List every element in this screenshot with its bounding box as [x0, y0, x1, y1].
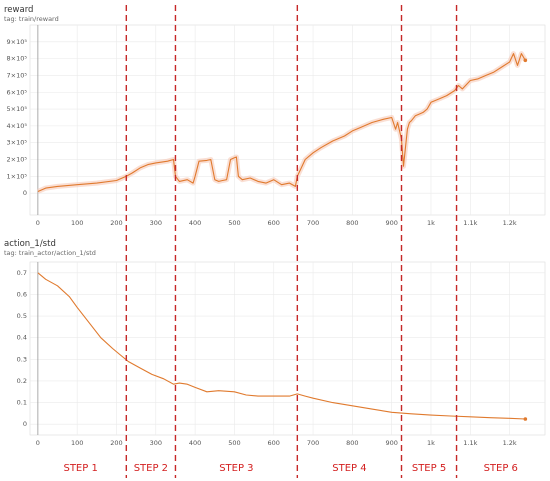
std-chart-title: action_1/std [4, 239, 56, 249]
reward-xtick-label: 800 [346, 219, 358, 227]
reward-ytick-label: 9×10⁵ [7, 38, 28, 46]
reward-xtick-label: 500 [228, 219, 240, 227]
std-xtick-label: 200 [110, 439, 122, 447]
reward-xtick-label: 200 [110, 219, 122, 227]
std-xtick-label: 0 [36, 439, 40, 447]
std-plot: 0 0.1 0.2 0.3 0.4 0.5 0.6 0.7 0 100 200 300 400 500 60… [17, 261, 546, 447]
std-ytick-label: 0.6 [17, 290, 27, 298]
std-xtick-label: 1k [427, 439, 435, 447]
std-xtick-label: 900 [385, 439, 397, 447]
step-label: STEP 1 [63, 463, 97, 474]
reward-ytick-label: 1×10⁵ [7, 172, 28, 180]
std-xtick-label: 500 [228, 439, 240, 447]
std-ytick-label: 0.5 [17, 312, 27, 320]
reward-ytick-label: 3×10⁵ [7, 139, 28, 147]
std-chart-tag: tag: train_actor/action_1/std [4, 249, 96, 257]
std-ytick-label: 0.2 [17, 377, 27, 385]
reward-chart-title: reward [4, 5, 33, 15]
reward-ytick-label: 2×10⁵ [7, 156, 28, 164]
reward-xtick-label: 1.1k [463, 219, 477, 227]
std-ytick-label: 0.7 [17, 269, 27, 277]
reward-chart-tag: tag: train/reward [4, 15, 59, 23]
std-xtick-label: 100 [71, 439, 83, 447]
reward-series-line [37, 53, 526, 193]
reward-ytick-label: 6×10⁵ [7, 88, 28, 96]
reward-series-band [36, 51, 528, 194]
std-ytick-label: 0 [23, 420, 27, 428]
std-series-line [37, 272, 526, 420]
std-xtick-label: 700 [307, 439, 319, 447]
std-xtick-label: 600 [268, 439, 280, 447]
step-label: STEP 4 [332, 463, 366, 474]
step-label: STEP 3 [219, 463, 253, 474]
std-ytick-label: 0.3 [17, 355, 27, 363]
reward-xtick-label: 600 [268, 219, 280, 227]
reward-ytick-label: 0 [23, 189, 27, 197]
reward-xtick-label: 300 [150, 219, 162, 227]
std-xtick-label: 400 [189, 439, 201, 447]
step-label: STEP 5 [412, 463, 446, 474]
std-xtick-label: 1.1k [463, 439, 477, 447]
reward-xtick-label: 1k [427, 219, 435, 227]
reward-xtick-label: 1.2k [503, 219, 517, 227]
reward-xtick-label: 400 [189, 219, 201, 227]
reward-xtick-label: 900 [385, 219, 397, 227]
reward-ytick-label: 4×10⁵ [7, 122, 28, 130]
reward-ytick-label: 7×10⁵ [7, 71, 28, 79]
std-xtick-label: 300 [150, 439, 162, 447]
reward-xtick-label: 0 [36, 219, 40, 227]
reward-series-endpoint [523, 58, 528, 63]
std-xtick-label: 800 [346, 439, 358, 447]
std-ytick-label: 0.1 [17, 399, 27, 407]
std-xtick-label: 1.2k [503, 439, 517, 447]
reward-xtick-label: 700 [307, 219, 319, 227]
reward-plot: 0 1×10⁵ 2×10⁵ 3×10⁵ 4×10⁵ 5×10⁵ 6×10⁵ 7×10⁵ 8×10… [7, 24, 546, 227]
step-label: STEP 2 [134, 463, 168, 474]
reward-ytick-label: 8×10⁵ [7, 55, 28, 63]
step-label: STEP 6 [484, 463, 518, 474]
reward-plot-frame [29, 24, 546, 216]
std-plot-frame [29, 261, 546, 436]
reward-xtick-label: 100 [71, 219, 83, 227]
std-series-endpoint [523, 417, 528, 421]
reward-ytick-label: 5×10⁵ [7, 105, 28, 113]
step-divider-lines [125, 5, 458, 478]
step-labels: STEP 1 STEP 2 STEP 3 STEP 4 STEP 5 STEP 6 [63, 463, 517, 474]
std-ytick-label: 0.4 [17, 334, 27, 342]
